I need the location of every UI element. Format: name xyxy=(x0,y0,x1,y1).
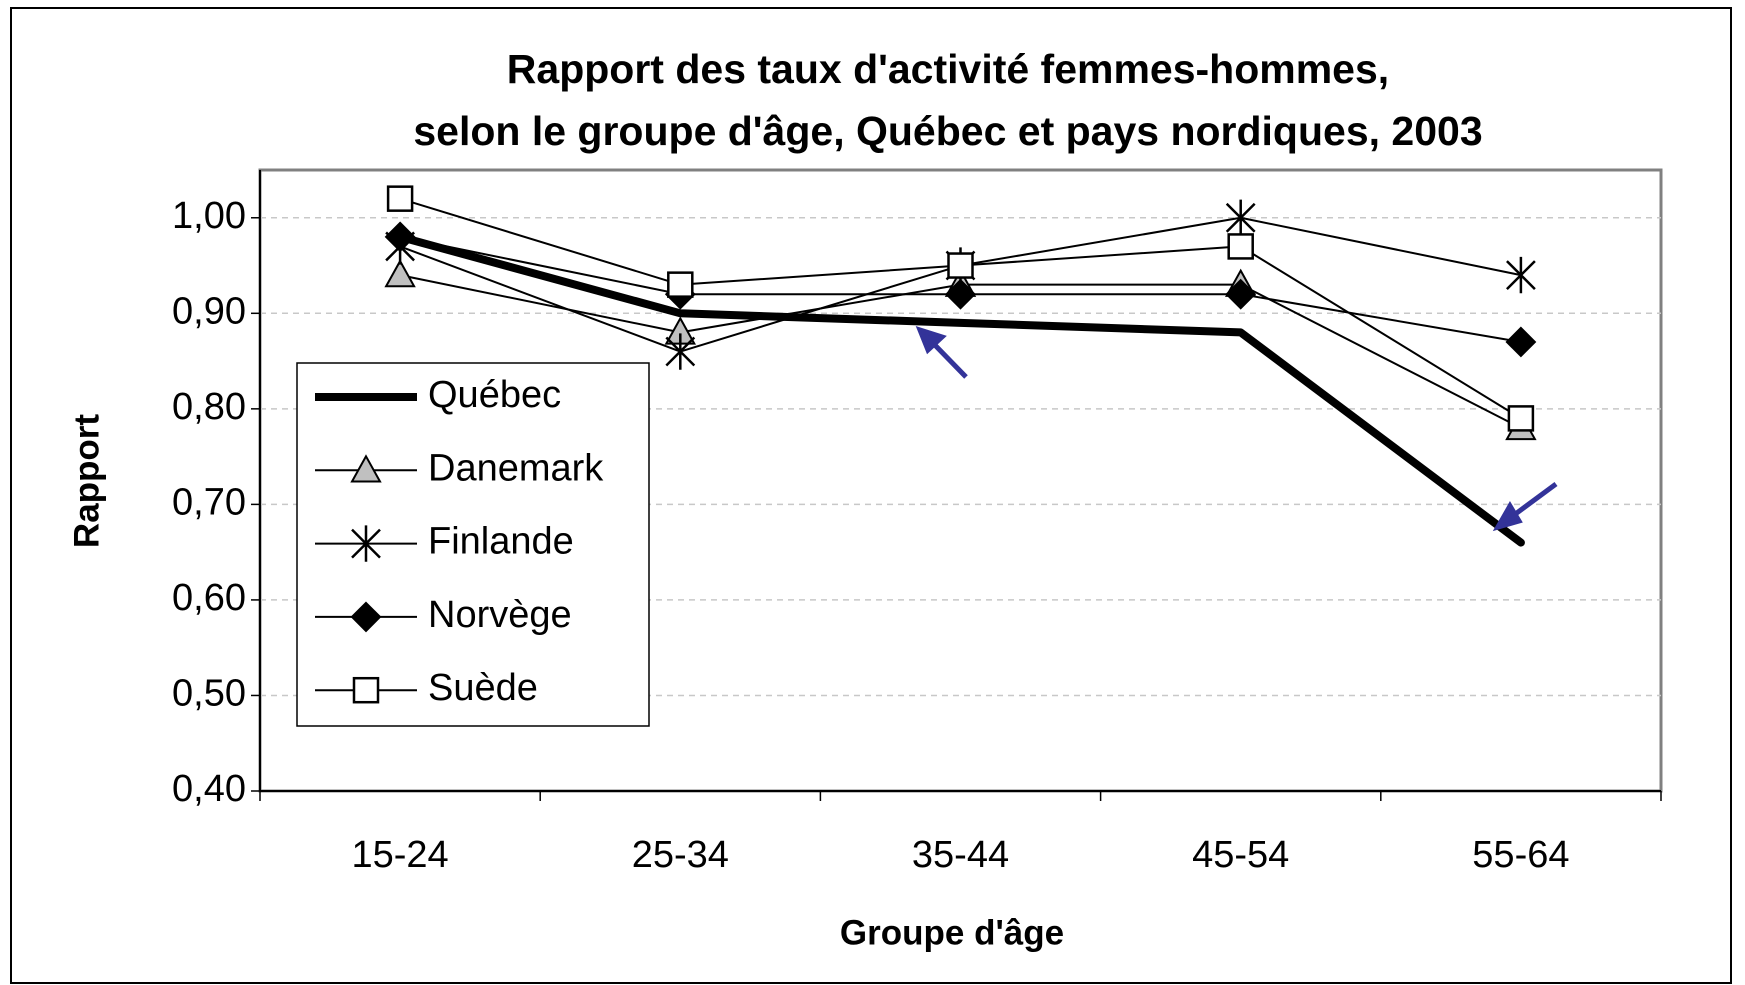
marker xyxy=(1225,278,1257,310)
x-tick-label: 35-44 xyxy=(912,834,1009,876)
y-tick-label: 1,00 xyxy=(172,195,246,237)
x-tick-label: 25-34 xyxy=(632,834,729,876)
marker xyxy=(1505,326,1537,358)
marker xyxy=(667,271,694,298)
marker xyxy=(947,252,974,279)
y-tick-label: 0,50 xyxy=(172,672,246,714)
arrow-head xyxy=(915,326,947,355)
marker xyxy=(384,221,416,253)
chart-title: selon le groupe d'âge, Québec et pays no… xyxy=(413,108,1482,154)
legend-label: Finlande xyxy=(428,521,574,563)
series-line xyxy=(396,232,1525,547)
y-tick-label: 0,40 xyxy=(172,768,246,810)
y-tick-label: 0,80 xyxy=(172,386,246,428)
arrow-shaft xyxy=(1508,481,1558,521)
marker xyxy=(384,259,416,288)
arrow-head xyxy=(1492,501,1523,532)
chart-title: Rapport des taux d'activité femmes-homme… xyxy=(507,46,1389,92)
marker xyxy=(351,525,381,562)
y-tick-label: 0,60 xyxy=(172,577,246,619)
marker xyxy=(1506,256,1536,294)
marker xyxy=(1225,199,1256,236)
marker xyxy=(350,601,382,633)
marker xyxy=(350,454,382,483)
marker xyxy=(665,333,696,370)
marker xyxy=(1227,233,1254,260)
marker xyxy=(352,676,380,704)
legend-label: Suède xyxy=(428,667,538,709)
marker xyxy=(386,185,414,212)
legend: Québec Danemark Finlande Norvège Suède xyxy=(296,362,650,727)
legend-label: Danemark xyxy=(428,447,604,489)
marker xyxy=(945,278,976,310)
legend-label: Québec xyxy=(428,374,561,416)
annotation-arrow xyxy=(915,326,1558,532)
x-tick-label: 55-64 xyxy=(1472,834,1569,876)
x-tick-label: 15-24 xyxy=(351,834,448,876)
arrow-shaft xyxy=(928,338,968,379)
marker xyxy=(1507,405,1535,432)
y-axis-title: Rapport xyxy=(67,414,106,549)
legend-label: Norvège xyxy=(428,594,572,636)
y-tick-label: 0,90 xyxy=(172,290,246,332)
x-axis-title: Groupe d'âge xyxy=(840,913,1064,952)
y-tick-label: 0,70 xyxy=(172,481,246,523)
x-tick-label: 45-54 xyxy=(1192,834,1289,876)
